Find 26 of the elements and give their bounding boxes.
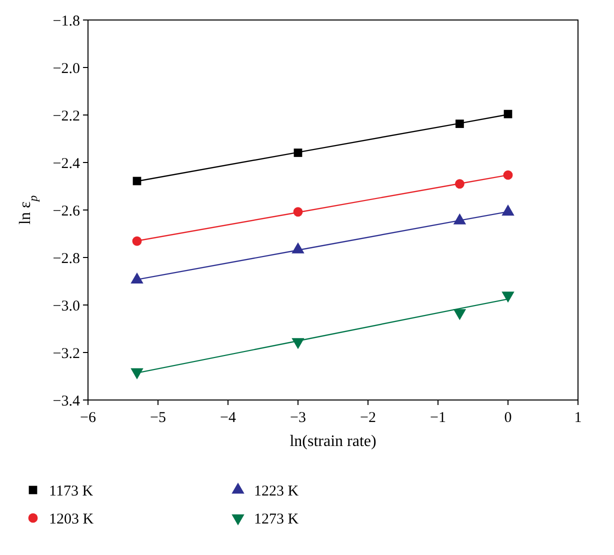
x-tick-label: −6 [80,410,96,426]
y-tick-label: −2.6 [52,203,80,220]
y-tick-label: −3.2 [52,346,80,362]
y-tick-label: −3.0 [52,298,80,314]
x-axis-title: ln(strain rate) [290,433,376,450]
x-tick-label: −3 [290,410,306,426]
x-tick-label: 0 [504,410,512,426]
legend-label: 1173 K [49,483,94,500]
point [503,170,513,180]
legend-label: 1223 K [254,483,299,500]
y-tick-label: −2.4 [52,156,80,172]
y-tick-label: −1.8 [52,13,80,30]
x-tick-label: −5 [150,410,166,426]
point [453,309,466,320]
legend-label: 1273 K [254,511,299,528]
point [502,292,514,303]
y-tick-label: −2.8 [52,250,80,267]
x-tick-label: −2 [360,410,376,426]
y-tick-label: −3.4 [52,393,80,410]
y-tick-label: −2.0 [52,60,80,77]
y-tick-label: −2.2 [52,108,80,124]
x-tick-label: 1 [574,410,582,426]
x-tick-label: −4 [220,410,236,426]
x-tick-label: −1 [430,410,446,426]
point [132,236,142,246]
legend-label: 1203 K [49,511,94,528]
